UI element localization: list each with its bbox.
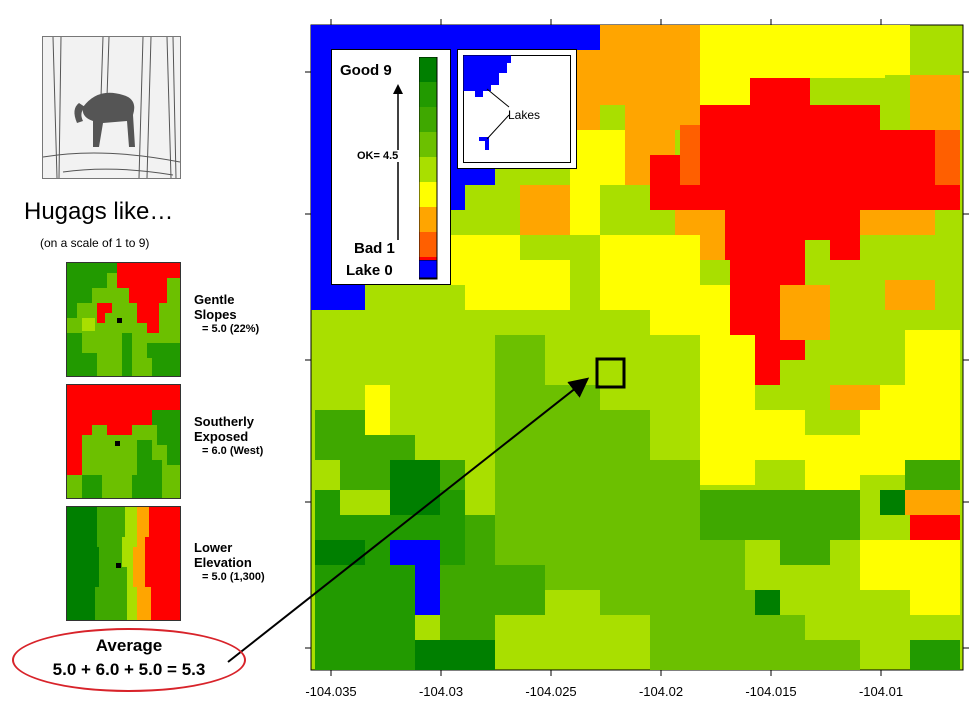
legend-arrow-icon	[393, 84, 403, 240]
inset-map-frame	[463, 55, 571, 163]
factor-name: Southerly	[194, 414, 254, 429]
heading: Hugags like…	[24, 198, 174, 225]
factor-name: Lower	[194, 540, 233, 555]
x-tick-label: -104.01	[858, 684, 904, 699]
legend-lake-label: Lake 0	[346, 262, 393, 279]
x-tick-label: -104.035	[305, 684, 357, 699]
x-tick-label: -104.025	[525, 684, 577, 699]
factor-label-elevation: Lower Elevation = 5.0 (1,300)	[194, 540, 265, 585]
factor-label-exposure: Southerly Exposed = 6.0 (West)	[194, 414, 263, 459]
average-ellipse	[12, 628, 246, 692]
factor-name: Elevation	[194, 555, 252, 570]
legend-good-label: Good 9	[340, 62, 392, 79]
subheading: (on a scale of 1 to 9)	[40, 236, 150, 250]
factor-name: Slopes	[194, 307, 237, 322]
legend-color-ramp	[419, 57, 438, 280]
x-tick-label: -104.015	[745, 684, 797, 699]
factor-name: Exposed	[194, 429, 249, 444]
slope-thumbnail-map	[66, 262, 181, 377]
x-tick-label: -104.02	[638, 684, 684, 699]
factor-value: = 5.0 (1,300)	[202, 571, 265, 583]
lakes-inset-map: Lakes	[457, 49, 577, 169]
moose-sketch-icon	[42, 36, 181, 179]
x-tick-label: -104.03	[418, 684, 464, 699]
average-formula: 5.0 + 6.0 + 5.0 = 5.3	[52, 660, 206, 679]
factor-value: = 5.0 (22%)	[202, 323, 260, 335]
legend-ok-label: OK= 4.5	[356, 150, 400, 162]
legend: Good 9 Bad 1 Lake 0 OK= 4.5	[331, 49, 451, 285]
legend-bad-label: Bad 1	[354, 240, 395, 257]
factor-label-slopes: Gentle Slopes = 5.0 (22%)	[194, 292, 259, 337]
inset-lakes-label: Lakes	[508, 108, 541, 122]
elevation-thumbnail-map	[66, 506, 181, 621]
factor-name: Gentle	[194, 292, 235, 307]
factor-value: = 6.0 (West)	[202, 445, 264, 457]
exposure-thumbnail-map	[66, 384, 181, 499]
legend-lake-swatch	[419, 260, 438, 279]
average-title: Average	[95, 636, 163, 655]
